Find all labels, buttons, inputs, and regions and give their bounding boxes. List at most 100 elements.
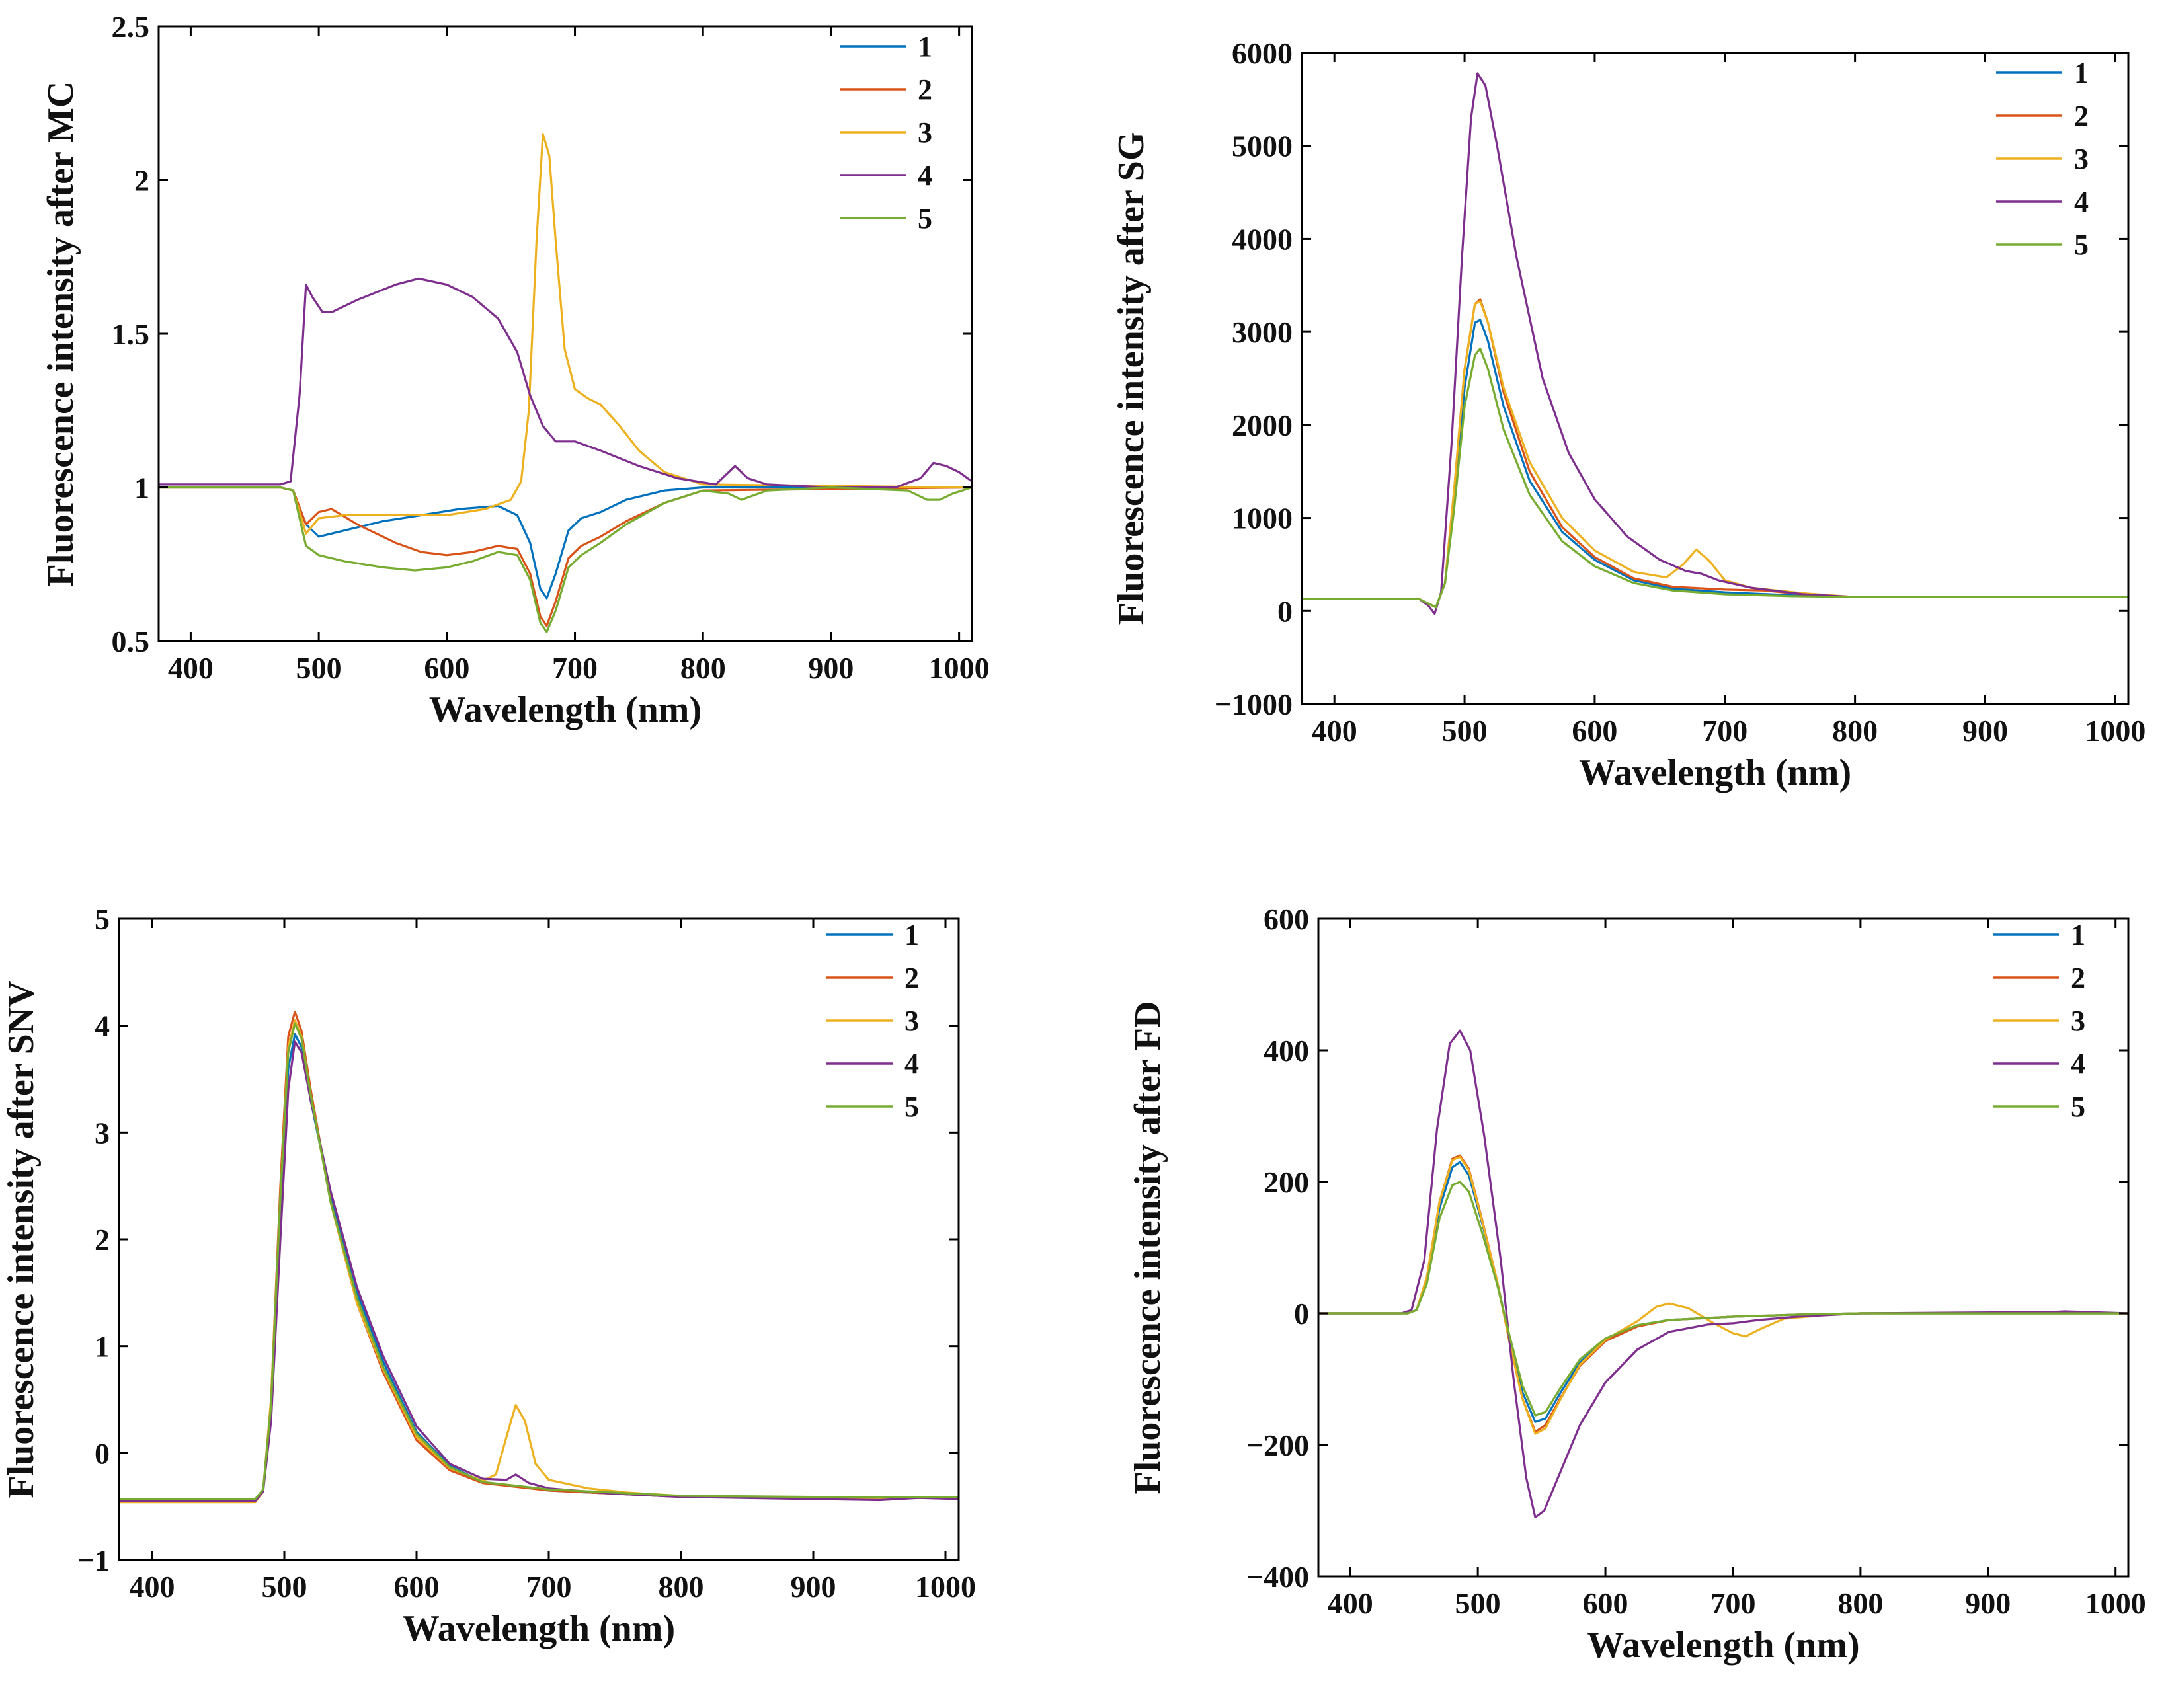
- x-tick-label: 900: [1965, 1586, 2011, 1620]
- y-tick-label: 2.5: [112, 10, 150, 44]
- series-line-1: [159, 486, 972, 600]
- x-tick-label: 1000: [2085, 714, 2146, 748]
- x-tick-label: 900: [1962, 714, 2008, 748]
- x-axis-label: Wavelength (nm): [1587, 1625, 1859, 1666]
- series-line-4: [1318, 1029, 2128, 1519]
- y-tick-label: 0: [1294, 1297, 1309, 1331]
- x-tick-label: 800: [680, 651, 726, 685]
- legend-label-4: 4: [2074, 186, 2089, 218]
- chart-snv: 400 500 600 700 800 900 1000 −1 0 1 2 3 4 5 Wavelength…: [1, 902, 976, 1649]
- y-tick-label: −1000: [1215, 687, 1293, 721]
- chart-panel-mc: 400 500 600 700 800 900 1000 0.5 1 1.5 2 2.5 Wavelen…: [0, 0, 1084, 853]
- legend-label-3: 3: [2074, 143, 2089, 175]
- plot-frame: [157, 25, 973, 642]
- series-line-4: [119, 1040, 959, 1502]
- legend-label-2: 2: [2071, 962, 2085, 994]
- series-group: [119, 1011, 959, 1504]
- legend-label-5: 5: [2074, 229, 2089, 261]
- x-axis-label: Wavelength (nm): [403, 1608, 675, 1649]
- x-tick-label: 1000: [915, 1570, 976, 1604]
- y-tick-label: 3: [95, 1116, 110, 1149]
- plot-frame: [118, 917, 960, 1561]
- plot-frame: [1317, 917, 2130, 1578]
- x-tick-label: 600: [424, 651, 469, 685]
- y-tick-label: 5: [95, 902, 110, 936]
- chart-fd: 400 500 600 700 800 900 1000 −400 −200 0 200 400 600…: [1127, 902, 2146, 1666]
- series-line-4: [159, 277, 972, 489]
- y-tick-label: 4000: [1232, 222, 1293, 256]
- y-tick-label: 1000: [1232, 502, 1293, 535]
- y-tick-label: 200: [1264, 1165, 1309, 1199]
- x-tick-label: 900: [808, 651, 854, 685]
- x-tick-label: 400: [1328, 1586, 1373, 1620]
- series-line-3: [1318, 1155, 2128, 1435]
- legend-label-1: 1: [2071, 919, 2085, 951]
- y-tick-label: 3000: [1232, 315, 1293, 349]
- legend-label-5: 5: [918, 202, 932, 235]
- x-tick-label: 500: [1442, 714, 1488, 748]
- series-group: [159, 133, 972, 633]
- chart-panel-snv: 400 500 600 700 800 900 1000 −1 0 1 2 3 4 5 Wavelength…: [0, 855, 1084, 1708]
- legend-label-5: 5: [904, 1091, 919, 1123]
- legend-label-1: 1: [2074, 57, 2089, 89]
- series-line-3: [159, 133, 972, 535]
- series-line-2: [1318, 1154, 2128, 1433]
- y-tick-label: 600: [1264, 902, 1309, 936]
- x-axis-label: Wavelength (nm): [1579, 752, 1851, 793]
- legend-label-4: 4: [918, 159, 932, 192]
- series-line-3: [1302, 300, 2128, 609]
- legend-label-2: 2: [918, 73, 932, 106]
- legend-label-2: 2: [2074, 100, 2089, 132]
- series-line-5: [1302, 347, 2128, 609]
- x-tick-label: 700: [552, 651, 598, 685]
- y-tick-label: 4: [95, 1009, 110, 1043]
- x-tick-label: 700: [1710, 1586, 1755, 1620]
- series-line-5: [1318, 1181, 2128, 1417]
- legend: 1 2 3 4 5: [1993, 919, 2085, 1123]
- x-tick-label: 400: [130, 1570, 175, 1604]
- y-tick-label: −1: [77, 1543, 110, 1577]
- series-line-5: [159, 486, 972, 633]
- x-tick-label: 600: [394, 1570, 440, 1604]
- series-line-2: [159, 486, 972, 627]
- x-axis-label: Wavelength (nm): [429, 689, 702, 730]
- legend-label-4: 4: [2071, 1048, 2085, 1080]
- series-line-4: [1302, 72, 2128, 615]
- y-tick-label: 1: [134, 471, 149, 505]
- series-line-1: [119, 1033, 959, 1502]
- y-axis-label: Fluorescence intensity after MC: [40, 81, 81, 587]
- chart-panel-sg: 400 500 600 700 800 900 1000 −1000 0 1000 2000 3000…: [1084, 0, 2168, 853]
- y-tick-label: 2000: [1232, 408, 1293, 442]
- legend-label-4: 4: [904, 1048, 919, 1080]
- y-tick-label: 6000: [1232, 36, 1293, 70]
- y-tick-label: −400: [1246, 1560, 1309, 1594]
- legend-label-1: 1: [918, 30, 932, 63]
- x-tick-label: 400: [1312, 714, 1357, 748]
- x-tick-label: 800: [1832, 714, 1878, 748]
- y-axis-label: Fluorescence intensity after SG: [1111, 132, 1152, 625]
- y-axis-label: Fluorescence intensity after FD: [1127, 1001, 1168, 1494]
- legend: 1 2 3 4 5: [826, 919, 919, 1123]
- series-group: [1318, 1029, 2128, 1519]
- y-tick-label: 0.5: [112, 625, 150, 658]
- x-tick-label: 600: [1572, 714, 1617, 748]
- legend: 1 2 3 4 5: [1996, 57, 2089, 261]
- y-axis-label: Fluorescence intensity after SNV: [1, 980, 42, 1498]
- chart-mc: 400 500 600 700 800 900 1000 0.5 1 1.5 2 2.5 Wavelen…: [40, 10, 990, 730]
- legend-label-3: 3: [918, 116, 932, 149]
- y-tick-label: −200: [1246, 1428, 1309, 1462]
- x-tick-label: 600: [1583, 1586, 1628, 1620]
- chart-panel-fd: 400 500 600 700 800 900 1000 −400 −200 0 200 400 600…: [1084, 855, 2168, 1708]
- y-tick-label: 5000: [1232, 130, 1293, 163]
- series-line-5: [119, 1022, 959, 1500]
- legend-label-3: 3: [904, 1005, 919, 1037]
- y-tick-label: 0: [95, 1436, 110, 1470]
- x-tick-label: 900: [791, 1570, 836, 1604]
- series-line-2: [119, 1011, 959, 1502]
- legend-label-5: 5: [2071, 1091, 2085, 1123]
- series-line-2: [1302, 298, 2128, 609]
- x-tick-label: 500: [296, 651, 342, 685]
- y-tick-label: 0: [1277, 594, 1293, 628]
- x-tick-label: 1000: [2085, 1586, 2146, 1620]
